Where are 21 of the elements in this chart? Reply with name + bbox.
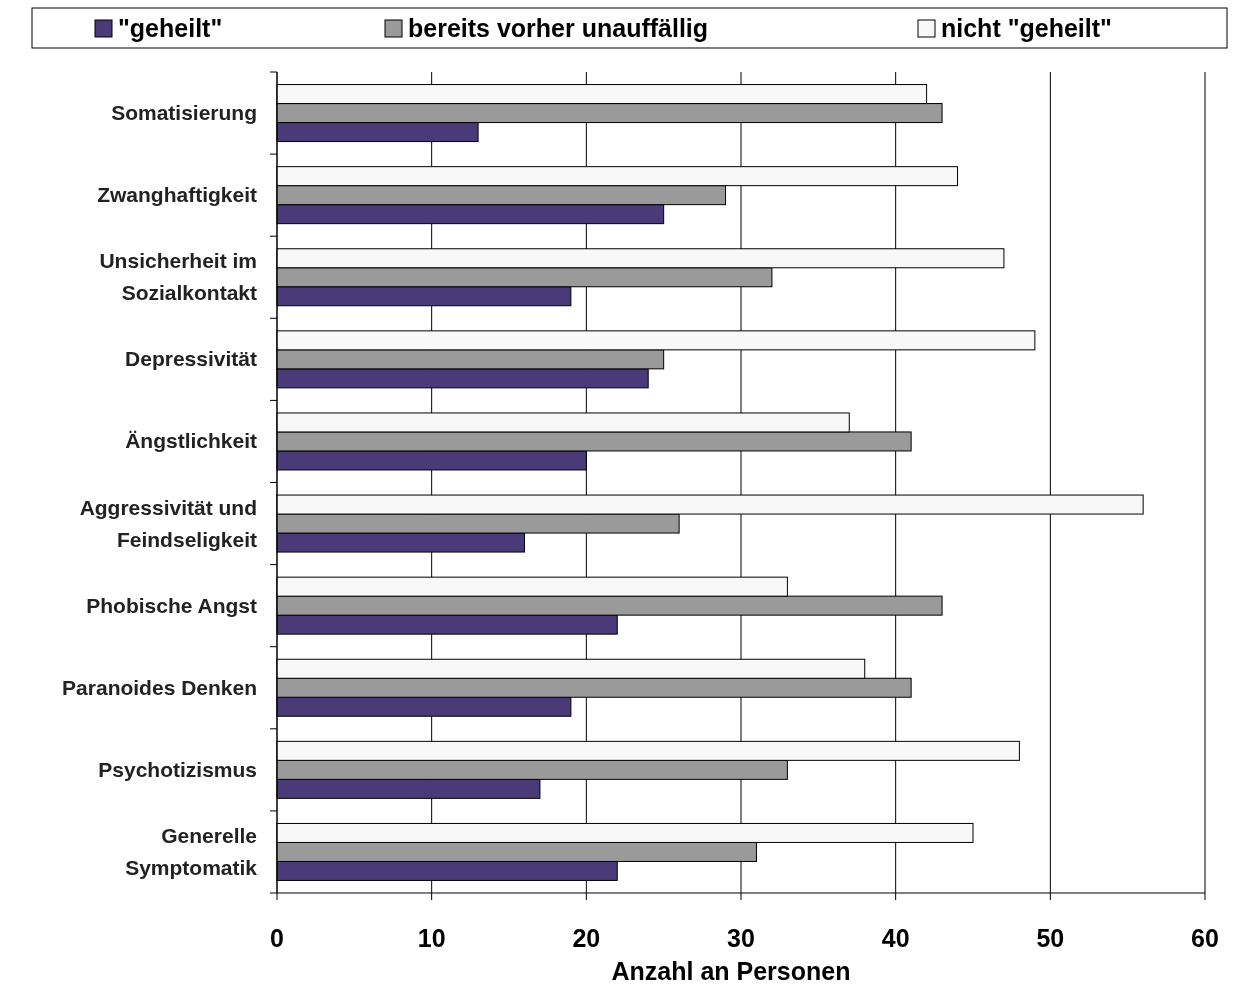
legend-label: "geheilt" bbox=[118, 14, 223, 42]
legend-label: bereits vorher unauffällig bbox=[408, 14, 709, 42]
y-tick-label: Generelle Symptomatik bbox=[125, 823, 258, 879]
x-axis-title: Anzahl an Personen bbox=[611, 957, 851, 985]
y-tick-label: Aggressivität und Feindseligkeit bbox=[79, 495, 257, 551]
y-tick-label: Ängstlichkeit bbox=[125, 429, 257, 453]
y-tick-label: Unsicherheit im Sozialkontakt bbox=[99, 249, 257, 305]
y-tick-label: Phobische Angst bbox=[86, 593, 257, 617]
y-tick-label: Psychotizismus bbox=[98, 757, 257, 781]
x-tick-label: 50 bbox=[1036, 924, 1065, 952]
x-tick-label: 60 bbox=[1191, 924, 1219, 952]
x-tick-label: 0 bbox=[270, 924, 284, 952]
y-tick-label: Paranoides Denken bbox=[62, 675, 257, 699]
x-tick-label: 30 bbox=[727, 924, 755, 952]
legend-label: nicht "geheilt" bbox=[941, 14, 1112, 42]
x-tick-label: 40 bbox=[881, 924, 910, 952]
y-tick-label: Zwanghaftigkeit bbox=[97, 183, 257, 207]
y-tick-label: Depressivität bbox=[125, 347, 257, 371]
x-tick-label: 10 bbox=[417, 924, 446, 952]
y-tick-label: Somatisierung bbox=[111, 101, 257, 125]
x-tick-label: 20 bbox=[572, 924, 601, 952]
